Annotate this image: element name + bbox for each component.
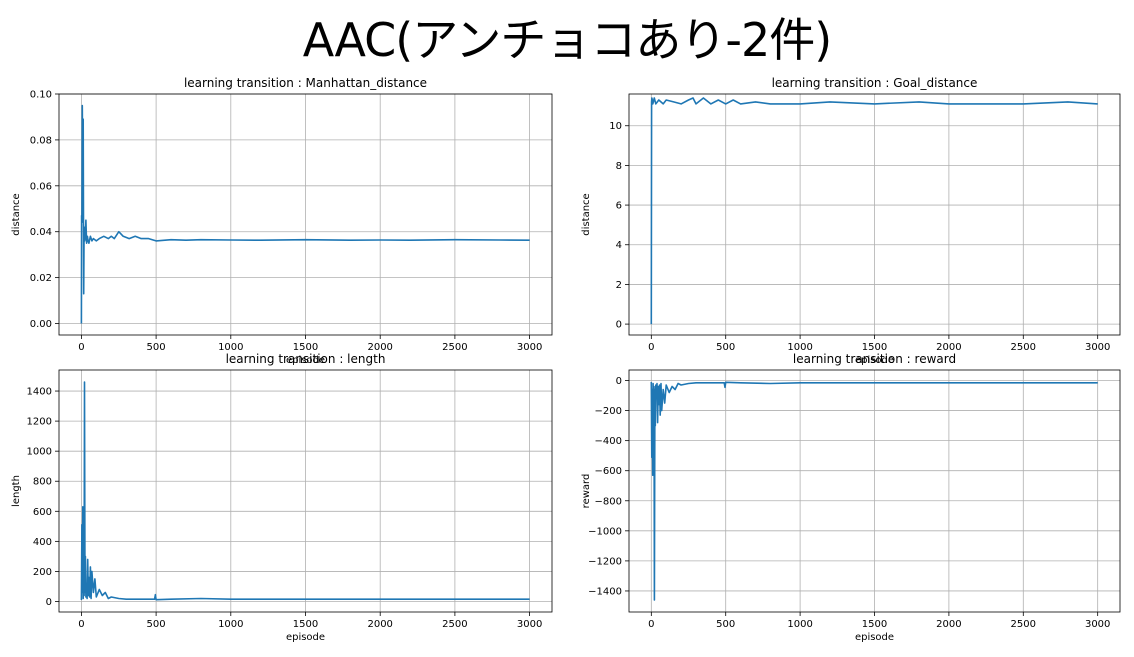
y-tick-label: −200 bbox=[595, 406, 622, 417]
y-tick-label: 1400 bbox=[27, 387, 52, 398]
chart-title: learning transition : Manhattan_distance bbox=[184, 76, 427, 90]
y-axis-label: distance bbox=[11, 193, 22, 235]
x-tick-label: 500 bbox=[716, 619, 735, 630]
x-tick-label: 3000 bbox=[517, 342, 542, 353]
y-tick-label: 6 bbox=[616, 201, 622, 212]
x-tick-label: 1000 bbox=[787, 619, 812, 630]
y-tick-label: 2 bbox=[616, 280, 622, 291]
y-tick-label: 10 bbox=[609, 121, 622, 132]
x-tick-label: 0 bbox=[648, 619, 654, 630]
y-tick-label: −1200 bbox=[588, 556, 622, 567]
x-tick-label: 2500 bbox=[1011, 342, 1036, 353]
y-tick-label: 0.02 bbox=[30, 273, 52, 284]
y-axis-label: distance bbox=[581, 193, 592, 235]
x-tick-label: 500 bbox=[716, 342, 735, 353]
y-tick-label: 0.10 bbox=[30, 90, 52, 101]
y-tick-label: 0.08 bbox=[30, 135, 52, 146]
y-axis-label: reward bbox=[581, 474, 592, 509]
x-tick-label: 500 bbox=[147, 619, 166, 630]
y-axis-label: length bbox=[11, 475, 22, 507]
chart-reward: learning transition : reward 0 500 1000 1500… bbox=[581, 352, 1121, 643]
y-tick-label: 0 bbox=[46, 597, 52, 608]
series-line bbox=[80, 104, 530, 324]
y-tick-label: −800 bbox=[595, 496, 622, 507]
x-tick-label: 1500 bbox=[293, 619, 318, 630]
chart-title: learning transition : reward bbox=[793, 352, 956, 366]
x-axis-label: episode bbox=[855, 632, 894, 643]
y-tick-label: 0 bbox=[616, 320, 622, 331]
x-tick-label: 3000 bbox=[1085, 342, 1110, 353]
chart-title: learning transition : length bbox=[226, 352, 386, 366]
y-tick-label: 0 bbox=[616, 376, 622, 387]
x-tick-label: 2000 bbox=[367, 342, 392, 353]
x-tick-label: 2000 bbox=[936, 619, 961, 630]
x-tick-label: 0 bbox=[648, 342, 654, 353]
y-tick-label: 1200 bbox=[27, 417, 52, 428]
y-tick-label: 600 bbox=[33, 507, 52, 518]
slide-title: AAC(アンチョコあり-2件) bbox=[302, 13, 832, 67]
series-line bbox=[650, 97, 1098, 325]
y-tick-label: −1400 bbox=[588, 586, 622, 597]
y-tick-label: 0.06 bbox=[30, 181, 52, 192]
x-tick-label: 1000 bbox=[218, 342, 243, 353]
y-tick-label: −600 bbox=[595, 466, 622, 477]
x-tick-label: 500 bbox=[147, 342, 166, 353]
x-tick-label: 2000 bbox=[936, 342, 961, 353]
y-tick-label: 400 bbox=[33, 537, 52, 548]
x-tick-label: 1500 bbox=[862, 619, 887, 630]
y-tick-label: 200 bbox=[33, 567, 52, 578]
x-axis-label: episode bbox=[286, 632, 325, 643]
y-tick-label: 0.00 bbox=[30, 319, 52, 330]
y-tick-label: 8 bbox=[616, 161, 622, 172]
x-tick-label: 2500 bbox=[442, 342, 467, 353]
y-tick-label: 0.04 bbox=[30, 227, 52, 238]
chart-length: learning transition : length 0 500 1000 1500… bbox=[11, 352, 553, 643]
chart-title: learning transition : Goal_distance bbox=[772, 76, 978, 90]
chart-goal-distance: learning transition : Goal_distance 0 500 1… bbox=[581, 76, 1121, 366]
x-axis-label: episode bbox=[286, 355, 325, 366]
y-tick-label: 4 bbox=[616, 240, 622, 251]
y-tick-label: −400 bbox=[595, 436, 622, 447]
y-tick-label: −1000 bbox=[588, 526, 622, 537]
y-tick-label: 1000 bbox=[27, 447, 52, 458]
x-tick-label: 1500 bbox=[862, 342, 887, 353]
x-axis-label: episode bbox=[855, 355, 894, 366]
series-line bbox=[80, 381, 530, 601]
x-tick-label: 3000 bbox=[517, 619, 542, 630]
x-tick-label: 2500 bbox=[442, 619, 467, 630]
x-tick-label: 3000 bbox=[1085, 619, 1110, 630]
x-tick-label: 1000 bbox=[787, 342, 812, 353]
chart-manhattan-distance: learning transition : Manhattan_distance… bbox=[11, 76, 553, 366]
y-tick-label: 800 bbox=[33, 477, 52, 488]
x-tick-label: 0 bbox=[78, 342, 84, 353]
x-tick-label: 0 bbox=[78, 619, 84, 630]
x-tick-label: 1500 bbox=[293, 342, 318, 353]
x-tick-label: 2000 bbox=[367, 619, 392, 630]
x-tick-label: 2500 bbox=[1011, 619, 1036, 630]
x-tick-label: 1000 bbox=[218, 619, 243, 630]
series-line bbox=[650, 381, 1098, 601]
